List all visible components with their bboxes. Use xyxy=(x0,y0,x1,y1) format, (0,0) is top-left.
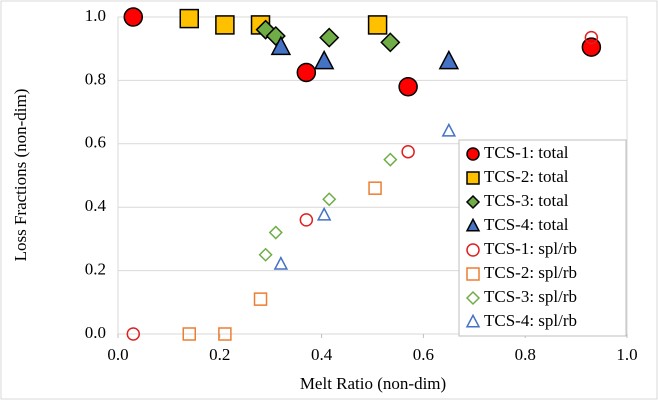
legend-label: TCS-4: spl/rb xyxy=(484,311,577,330)
x-axis-title: Melt Ratio (non-dim) xyxy=(300,374,446,393)
legend-marker xyxy=(465,290,481,306)
x-tick-label: 0.2 xyxy=(209,345,230,364)
marker xyxy=(270,35,292,56)
marker xyxy=(438,49,460,70)
x-tick-label: 1.0 xyxy=(616,345,637,364)
legend-label: TCS-1: spl/rb xyxy=(484,239,577,258)
marker xyxy=(182,327,197,341)
x-tick-label: 0.4 xyxy=(311,345,333,364)
legend-marker xyxy=(465,313,481,328)
y-tick-label: 1.0 xyxy=(85,6,106,25)
marker xyxy=(398,76,418,97)
marker xyxy=(296,62,317,83)
marker xyxy=(299,213,314,227)
y-axis-title: Loss Fractions (non-dim) xyxy=(11,89,30,262)
y-tick-label: 0.0 xyxy=(85,323,106,342)
legend-label: TCS-4: total xyxy=(484,215,569,234)
legend-marker xyxy=(466,243,480,257)
legend-label: TCS-2: spl/rb xyxy=(484,263,577,282)
marker xyxy=(258,247,273,262)
marker xyxy=(123,7,144,27)
legend-label: TCS-2: total xyxy=(484,167,569,186)
marker xyxy=(215,15,235,35)
legend-label: TCS-3: total xyxy=(484,191,569,210)
x-tick-label: 0.6 xyxy=(413,345,434,364)
y-tick-label: 0.4 xyxy=(85,196,107,215)
y-tick-label: 0.2 xyxy=(85,260,106,279)
marker xyxy=(273,256,289,270)
legend-box xyxy=(458,139,627,337)
marker xyxy=(584,30,599,45)
legend-marker xyxy=(466,267,480,281)
legend-marker xyxy=(466,147,480,161)
marker xyxy=(368,181,382,195)
y-tick-label: 0.6 xyxy=(85,133,106,152)
marker xyxy=(253,292,268,306)
legend-label: TCS-3: spl/rb xyxy=(484,287,577,306)
legend-marker xyxy=(465,194,481,210)
marker xyxy=(441,122,457,137)
x-tick-label: 0.0 xyxy=(107,345,128,364)
marker xyxy=(126,327,141,341)
marker xyxy=(380,32,401,53)
legend-marker xyxy=(465,217,481,232)
marker xyxy=(316,206,332,221)
marker xyxy=(401,144,415,159)
marker xyxy=(319,27,340,48)
marker xyxy=(367,15,388,35)
marker xyxy=(313,49,335,70)
marker xyxy=(581,37,602,57)
marker xyxy=(179,8,200,29)
legend-label: TCS-1: total xyxy=(484,143,569,162)
x-tick-label: 0.8 xyxy=(515,345,536,364)
marker xyxy=(268,225,283,240)
y-tick-label: 0.8 xyxy=(85,69,106,88)
marker xyxy=(322,192,337,207)
marker xyxy=(383,152,398,167)
marker xyxy=(218,327,232,341)
legend-marker xyxy=(466,171,480,185)
